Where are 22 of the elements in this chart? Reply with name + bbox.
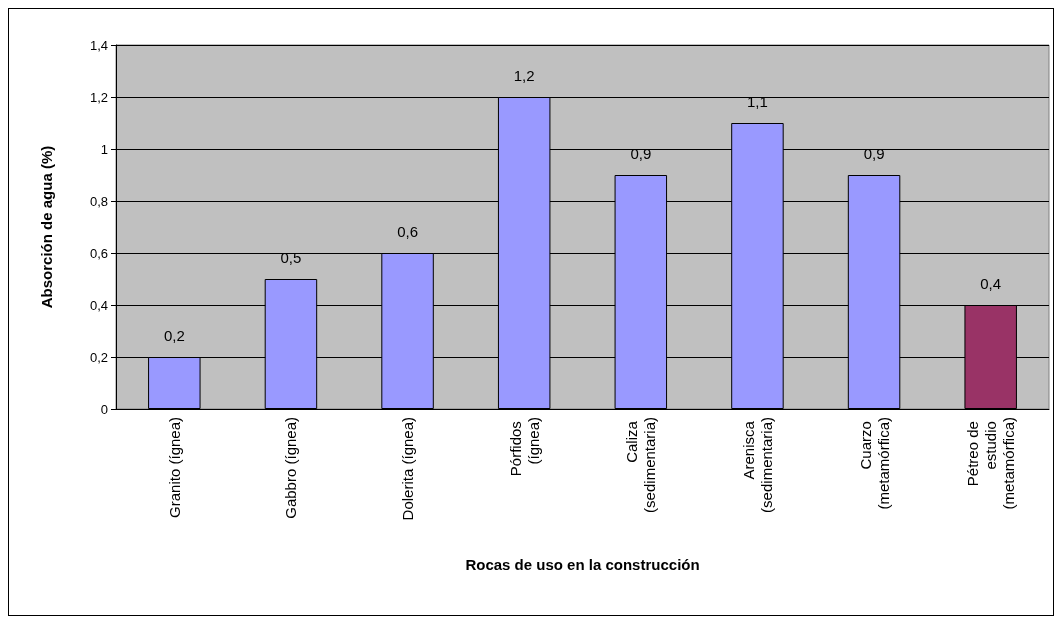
x-tick-label: Granito (ígnea) (165, 417, 183, 518)
y-tick-label: 1,4 (89, 37, 108, 53)
x-axis-title: Rocas de uso en la construcción (465, 556, 700, 573)
x-tick-label: Pórfidos (ígnea) (506, 417, 542, 477)
data-label: 0,4 (980, 275, 1002, 292)
y-tick-label: 1 (100, 141, 108, 157)
y-tick-label: 0 (100, 401, 108, 417)
data-label: 1,2 (513, 67, 535, 84)
y-tick-label: 0,4 (89, 297, 108, 313)
x-tick-label: Cuarzo (metamórfica) (856, 417, 892, 510)
x-tick-label: Arenisca (sedimentaria) (739, 417, 775, 513)
y-axis-title: Absorción de agua (%) (38, 145, 55, 309)
data-label: 0,6 (397, 223, 418, 240)
y-tick-label: 0,6 (89, 245, 108, 261)
data-label: 0,2 (163, 327, 185, 344)
x-tick-label: Dolerita (ígnea) (399, 417, 417, 521)
y-tick-label: 1,2 (89, 89, 108, 105)
y-tick-label: 0,2 (89, 349, 108, 365)
x-tick-label: Caliza (sedimentaria) (623, 417, 659, 513)
y-tick-label: 0,8 (89, 193, 108, 209)
x-tick-label: Gabbro (ígnea) (282, 417, 300, 519)
x-tick-label: Pétreo de estudio (metamórfica) (964, 417, 1018, 510)
